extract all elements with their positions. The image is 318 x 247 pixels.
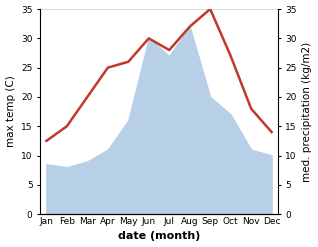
Y-axis label: max temp (C): max temp (C) xyxy=(5,76,16,147)
Y-axis label: med. precipitation (kg/m2): med. precipitation (kg/m2) xyxy=(302,41,313,182)
X-axis label: date (month): date (month) xyxy=(118,231,200,242)
